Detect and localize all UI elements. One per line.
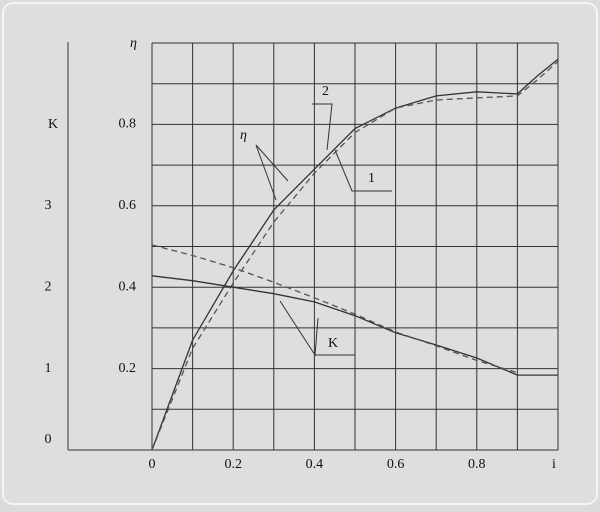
panel bbox=[2, 2, 598, 505]
series-line bbox=[151, 60, 559, 451]
y-tick-label: 0.4 bbox=[119, 279, 137, 294]
x-tick-label: 0.8 bbox=[468, 457, 486, 472]
series-line bbox=[151, 244, 518, 374]
annotation: K bbox=[328, 336, 338, 351]
y2-tick-label: 0 bbox=[45, 432, 52, 447]
x-axis-label: i bbox=[552, 457, 556, 472]
annotation: η bbox=[240, 128, 247, 143]
x-tick-label: 0.6 bbox=[387, 457, 405, 472]
y2-tick-label: 1 bbox=[45, 361, 52, 376]
y2-tick-label: 2 bbox=[45, 279, 52, 294]
series-line bbox=[151, 58, 559, 451]
leader-line bbox=[312, 103, 333, 151]
leader-line bbox=[255, 144, 289, 201]
x-tick-label: 0 bbox=[149, 457, 156, 472]
y-tick-label: 0.8 bbox=[119, 117, 137, 132]
y-axis-label: η bbox=[130, 36, 137, 51]
y-tick-label: 0.2 bbox=[119, 361, 137, 376]
series-label: 2 bbox=[322, 84, 329, 99]
x-tick-label: 0.2 bbox=[224, 457, 242, 472]
x-tick-label: 0.4 bbox=[306, 457, 324, 472]
leader-line bbox=[334, 149, 392, 192]
series-line bbox=[151, 275, 558, 376]
y-tick-label: 0.6 bbox=[119, 198, 137, 213]
y2-axis-label: K bbox=[48, 117, 58, 132]
series-label: 1 bbox=[368, 171, 375, 186]
y2-tick-label: 3 bbox=[45, 198, 52, 213]
